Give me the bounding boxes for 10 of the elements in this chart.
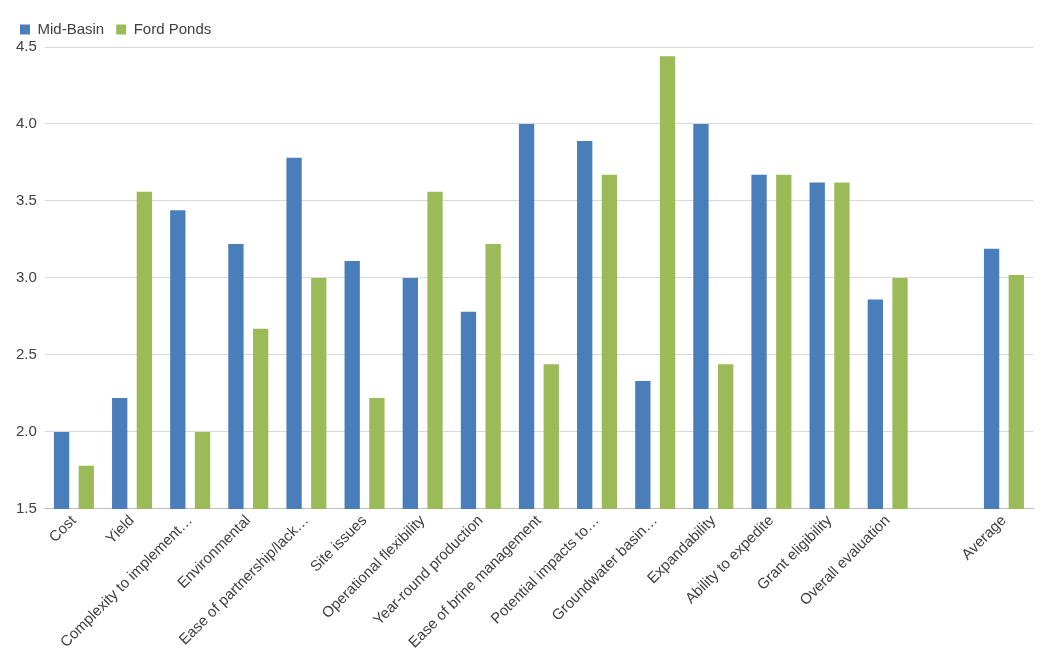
x-tick-label: Cost: [45, 510, 80, 546]
y-tick-label: 1.5: [15, 499, 37, 517]
y-tick-label: 3.5: [15, 191, 37, 209]
y-tick-label: 4.0: [15, 114, 37, 132]
y-tick-label: 2.0: [15, 422, 37, 440]
legend-label: Ford Ponds: [133, 19, 212, 37]
y-tick-label: 3.0: [15, 268, 37, 286]
y-tick-label: 4.5: [15, 37, 37, 55]
legend-label: Mid-Basin: [37, 19, 105, 37]
y-tick-label: 2.5: [15, 345, 37, 363]
